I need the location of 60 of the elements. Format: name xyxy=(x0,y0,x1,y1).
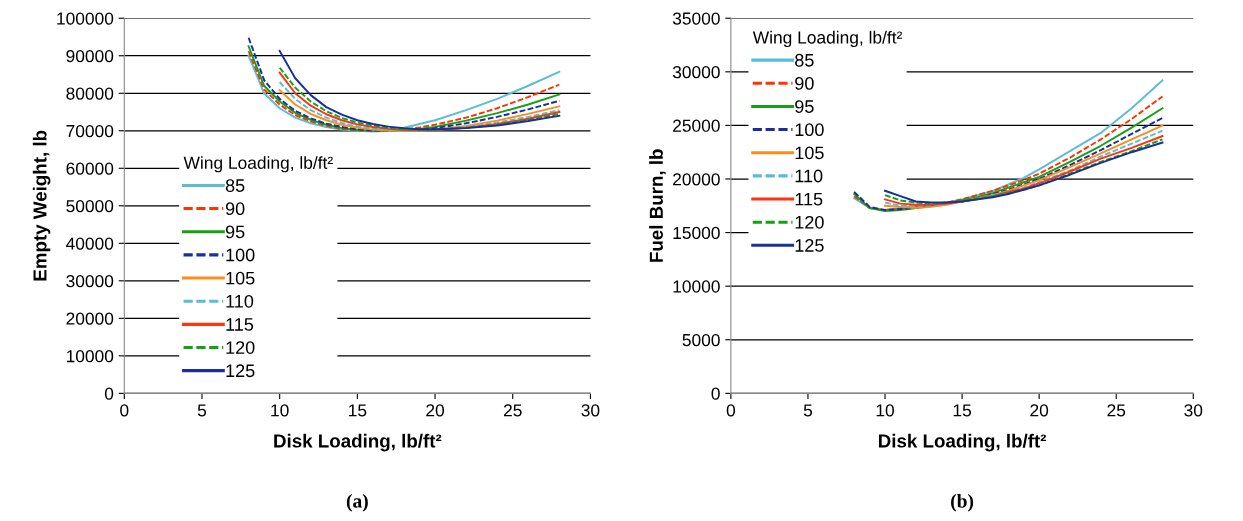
x-axis-title: Disk Loading, lb/ft² xyxy=(274,433,442,452)
y-tick-label: 70000 xyxy=(66,124,114,138)
y-tick-label: 90000 xyxy=(66,49,114,63)
legend-label: 90 xyxy=(225,202,245,216)
legend-label: 110 xyxy=(795,169,823,183)
legend-label: 105 xyxy=(795,146,824,160)
y-tick-label: 30000 xyxy=(672,65,720,79)
y-tick-label: 30000 xyxy=(66,274,114,288)
x-tick-label: 0 xyxy=(120,404,129,417)
legend-label: 115 xyxy=(226,318,254,331)
y-tick-label: 0 xyxy=(104,387,114,400)
x-tick-label: 25 xyxy=(503,404,522,417)
legend-label: 110 xyxy=(226,294,254,308)
y-axis-title: Fuel Burn, lb xyxy=(649,149,666,262)
y-axis-title: Empty Weight, lb xyxy=(32,130,51,281)
legend-label: 115 xyxy=(795,192,823,206)
line-series xyxy=(278,89,561,133)
legend-label: 125 xyxy=(795,239,824,252)
text: (a) xyxy=(346,493,368,512)
x-tick-label: 15 xyxy=(349,404,367,417)
x-tick-label: 10 xyxy=(271,404,289,417)
legend-label: 85 xyxy=(225,179,245,192)
legend-label: 105 xyxy=(226,271,255,285)
y-tick-label: 50000 xyxy=(66,199,114,213)
x-tick-label: 5 xyxy=(803,404,813,417)
legend-label: 100 xyxy=(226,248,255,262)
x-tick-label: 30 xyxy=(1184,404,1203,417)
y-tick-label: 20000 xyxy=(673,173,720,186)
x-tick-label: 25 xyxy=(1107,404,1126,417)
x-tick-label: 10 xyxy=(876,404,894,417)
y-tick-label: 20000 xyxy=(66,312,114,325)
legend-label: 85 xyxy=(795,53,814,67)
legend-label: 125 xyxy=(226,364,255,378)
legend-label: 120 xyxy=(226,341,255,354)
y-tick-label: 40000 xyxy=(66,237,114,250)
legend-label: 100 xyxy=(795,123,824,137)
y-tick-label: 60000 xyxy=(66,162,114,175)
x-axis-title: Disk Loading, lb/ft² xyxy=(878,433,1047,452)
y-tick-label: 100000 xyxy=(57,12,114,25)
x-tick-label: 5 xyxy=(197,404,207,417)
x-tick-label: 15 xyxy=(953,404,972,417)
legend-label: 120 xyxy=(795,215,824,229)
legend-label: 95 xyxy=(225,225,245,239)
x-tick-label: 30 xyxy=(581,404,600,417)
y-tick-label: 35000 xyxy=(672,12,720,25)
legend-title: Wing Loading, lb/ft² xyxy=(183,156,333,173)
y-tick-label: 10000 xyxy=(673,280,720,293)
y-tick-label: 0 xyxy=(711,387,720,400)
legend-label: 95 xyxy=(795,100,814,113)
x-tick-label: 20 xyxy=(1030,404,1049,417)
text: (b) xyxy=(951,493,974,512)
x-tick-label: 0 xyxy=(726,404,736,417)
y-tick-label: 15000 xyxy=(673,226,720,240)
x-tick-label: 20 xyxy=(426,404,445,417)
legend-title: Wing Loading, lb/ft² xyxy=(752,30,903,48)
y-tick-label: 80000 xyxy=(66,87,114,100)
legend-label: 90 xyxy=(795,77,814,90)
y-tick-label: 25000 xyxy=(673,119,720,132)
y-tick-label: 5000 xyxy=(682,333,720,347)
y-tick-label: 10000 xyxy=(66,350,114,363)
